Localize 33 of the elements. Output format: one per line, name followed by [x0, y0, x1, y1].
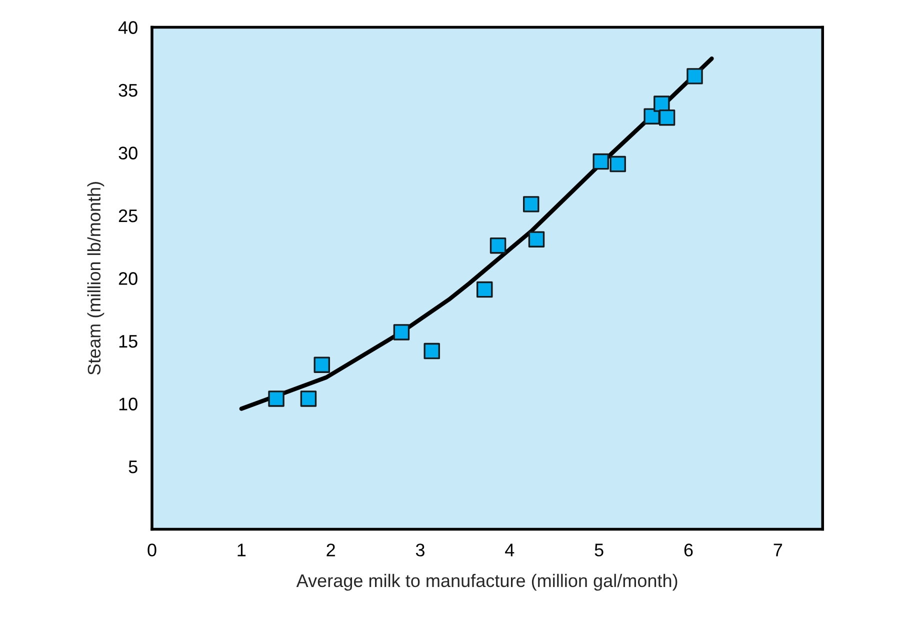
y-tick-label: 15 — [119, 335, 138, 348]
point — [610, 156, 626, 172]
x-tick-label: 3 — [416, 544, 424, 556]
x-tick-label: 1 — [238, 544, 246, 556]
point — [314, 356, 330, 373]
point — [268, 390, 284, 407]
point — [424, 342, 440, 360]
y-tick-label: 30 — [118, 146, 138, 160]
point — [393, 324, 410, 340]
point — [686, 68, 703, 84]
x-tick-label: 5 — [594, 544, 604, 556]
point — [300, 390, 317, 407]
y-tick-label: 40 — [118, 21, 138, 34]
x-tick-label: 4 — [505, 544, 514, 556]
line-series — [239, 56, 714, 411]
y-axis-title: Steam (million lb/month) — [87, 182, 104, 375]
x-axis-title: Average milk to manufacture (million gal/month) — [296, 574, 678, 591]
y-tick-label: 10 — [119, 398, 138, 410]
point — [654, 96, 670, 112]
y-tick-label: 5 — [128, 460, 138, 474]
point — [490, 237, 506, 254]
y-tick-label: 25 — [118, 209, 138, 222]
point — [476, 281, 493, 298]
point — [658, 109, 676, 126]
x-tick-label: 7 — [774, 544, 782, 556]
x-tick-label: 0 — [148, 544, 156, 556]
x-tick-label: 2 — [326, 544, 335, 556]
point — [592, 153, 609, 170]
point — [523, 196, 540, 212]
point — [528, 231, 545, 248]
y-tick-label: 35 — [118, 84, 138, 97]
y-tick-label: 20 — [118, 272, 138, 285]
x-tick-label: 6 — [684, 544, 693, 556]
